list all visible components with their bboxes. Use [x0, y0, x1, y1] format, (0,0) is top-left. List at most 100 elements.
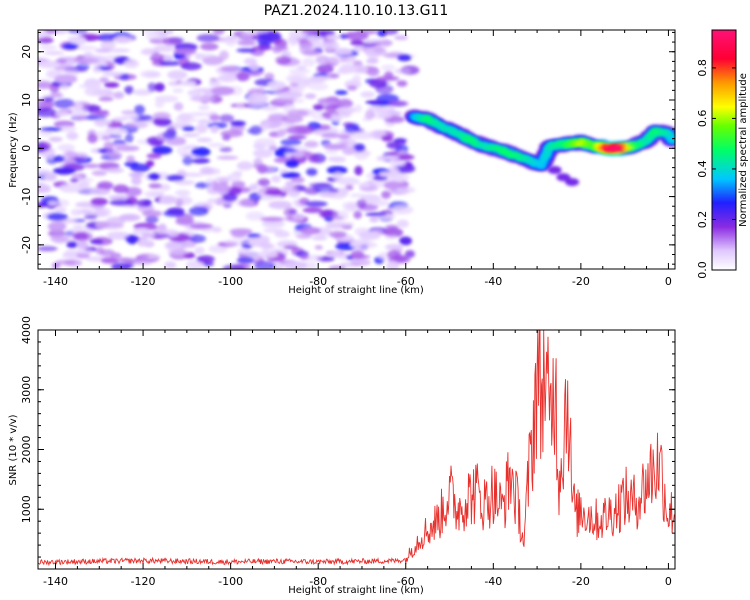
- noise-blob: [202, 55, 224, 66]
- noise-blob: [314, 245, 323, 250]
- snr-frame: [37, 329, 676, 570]
- noise-blob: [399, 236, 412, 246]
- noise-blob: [109, 133, 123, 139]
- noise-blob: [220, 65, 239, 73]
- noise-blob: [54, 74, 78, 84]
- noise-blob: [291, 176, 305, 184]
- noise-blob: [120, 115, 139, 120]
- noise-blob: [288, 68, 311, 75]
- noise-blob: [245, 211, 265, 221]
- noise-blob: [210, 125, 219, 134]
- noise-blob: [390, 161, 406, 167]
- noise-blob: [154, 100, 165, 108]
- noise-blob: [175, 217, 194, 226]
- noise-blob: [219, 146, 233, 153]
- noise-blob: [163, 54, 174, 63]
- noise-blob: [377, 155, 400, 160]
- noise-blob: [164, 261, 177, 269]
- noise-blob: [69, 178, 79, 183]
- noise-blob: [65, 150, 78, 159]
- noise-blob: [70, 36, 87, 46]
- noise-blob: [72, 231, 93, 242]
- noise-blob: [124, 133, 134, 143]
- noise-blob: [280, 185, 294, 193]
- noise-blob: [365, 212, 387, 217]
- y-tick-label: 20: [20, 45, 33, 59]
- noise-blob: [124, 121, 149, 129]
- colorbar-gradient: [712, 30, 736, 270]
- noise-blob: [349, 193, 366, 198]
- noise-blob: [207, 198, 219, 204]
- ridge-tail-blob: [547, 166, 562, 174]
- noise-blob: [38, 169, 51, 175]
- noise-blob: [375, 84, 394, 95]
- noise-blob: [208, 245, 228, 253]
- noise-blob: [257, 178, 271, 187]
- noise-blob: [57, 68, 77, 74]
- y-tick-label: 1000: [20, 495, 33, 523]
- colorbar-tick-label: 0.0: [696, 261, 709, 279]
- noise-blob: [365, 38, 385, 44]
- noise-blob: [196, 255, 216, 263]
- noise-blob: [136, 199, 152, 207]
- noise-blob: [344, 124, 360, 134]
- noise-blob: [249, 125, 263, 135]
- noise-blob: [199, 166, 214, 175]
- noise-blob: [43, 96, 55, 102]
- noise-blob: [307, 254, 323, 261]
- noise-blob: [353, 143, 366, 152]
- snr-x-label: Height of straight line (km): [288, 585, 424, 596]
- noise-blob: [331, 221, 355, 226]
- noise-blob: [59, 183, 83, 193]
- noise-blob: [236, 48, 257, 53]
- noise-blob: [261, 105, 279, 111]
- noise-blob: [38, 81, 53, 89]
- noise-blob: [292, 213, 306, 221]
- noise-blob: [383, 30, 399, 35]
- noise-blob: [209, 114, 220, 122]
- noise-blob: [162, 130, 177, 140]
- noise-blob: [212, 184, 231, 192]
- colorbar-tick-label: 0.2: [696, 211, 709, 229]
- noise-blob: [39, 127, 63, 132]
- noise-blob: [95, 48, 113, 53]
- noise-blob: [217, 74, 238, 83]
- noise-blob: [173, 48, 197, 55]
- noise-blob: [66, 241, 78, 249]
- noise-blob: [397, 54, 412, 62]
- noise-blob: [231, 180, 246, 188]
- noise-blob: [323, 143, 348, 150]
- noise-blob: [259, 241, 272, 249]
- noise-blob: [191, 95, 215, 103]
- noise-blob: [148, 183, 162, 189]
- noise-blob: [366, 66, 380, 77]
- noise-blob: [182, 126, 196, 132]
- noise-blob: [348, 65, 369, 74]
- x-tick-label: -80: [309, 275, 327, 288]
- noise-blob: [140, 254, 149, 260]
- ridge-point: [450, 128, 458, 133]
- noise-blob: [236, 103, 245, 109]
- noise-blob: [273, 97, 297, 103]
- noise-blob: [370, 199, 390, 207]
- noise-blob: [53, 98, 75, 109]
- noise-blob: [356, 199, 367, 209]
- noise-blob: [154, 82, 165, 92]
- snr-panel: -140 -120 -100 -80 -60 -40 -20 0 1000 2000 3000 40…: [8, 316, 676, 596]
- noise-blob: [142, 210, 163, 218]
- noise-blob: [38, 183, 51, 193]
- noise-blob: [167, 207, 185, 215]
- noise-blob: [211, 86, 235, 96]
- noise-blob: [300, 226, 321, 235]
- noise-blob: [139, 239, 154, 246]
- noise-blob: [280, 138, 302, 146]
- noise-blob: [98, 96, 114, 102]
- noise-blob: [189, 223, 213, 229]
- noise-blob: [113, 91, 125, 99]
- noise-blob: [54, 199, 70, 207]
- noise-blob: [180, 62, 202, 71]
- noise-blob: [381, 135, 394, 142]
- noise-blob: [385, 243, 404, 251]
- noise-blob: [287, 109, 309, 117]
